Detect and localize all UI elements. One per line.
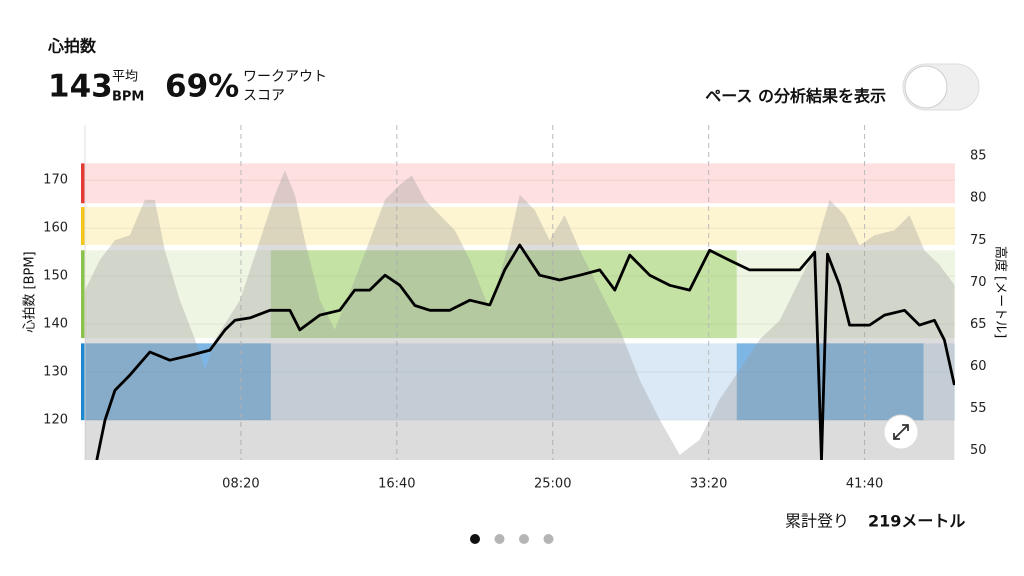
score-label: ワークアウト [243,69,327,85]
expand-button[interactable] [883,414,919,450]
toggle-knob [904,65,948,109]
zone-highlight [736,343,924,421]
y2-tick-label: 65 [970,317,987,332]
pager-dot [470,534,480,544]
x-tick-label: 33:20 [690,477,727,492]
zone-band [85,207,955,245]
zone-marker [81,207,85,245]
x-tick-label: 08:20 [222,477,259,492]
pager-dot [543,534,554,544]
average-unit: BPM [112,90,144,105]
toggle-switch[interactable] [902,63,980,111]
zone-marker [81,343,85,421]
footer-label: 累計登り [785,512,849,531]
x-tick-label: 41:40 [846,477,883,492]
y2-tick-label: 50 [970,443,987,458]
footer-value: 219メートル [868,512,965,531]
zone-highlight [85,343,271,421]
y-tick-label: 120 [43,413,68,428]
y2-tick-label: 60 [970,359,987,374]
y-tick-label: 170 [43,173,68,188]
toggle-label: ペース の分析結果を表示 [705,87,886,106]
y2-tick-label: 85 [970,149,987,164]
y-tick-label: 140 [43,317,68,332]
pager-dot [494,534,505,544]
zone-band [85,163,955,204]
y-tick-label: 160 [43,221,68,236]
y-tick-label: 130 [43,365,68,380]
y2-tick-label: 70 [970,275,987,290]
average-label: 平均 [112,70,138,85]
pager [470,534,554,544]
y2-axis-label: 高度 [メートル] [993,246,1009,338]
average-value: 143 [48,69,113,105]
heart-rate-line [95,243,955,460]
score-label: スコア [243,88,285,104]
x-tick-label: 16:40 [378,477,415,492]
zone-marker [81,163,85,204]
zone-marker [81,250,85,339]
score-value: 69% [165,69,239,105]
y2-tick-label: 75 [970,233,987,248]
elevation-area [85,170,955,460]
y2-tick-label: 55 [970,401,987,416]
zone-highlight [270,250,737,339]
expand-icon [893,424,909,440]
x-tick-label: 25:00 [534,477,571,492]
chart: 120 130 140 150 160 170 50 55 60 65 70 75 80 85 08:20 1… [23,125,1009,492]
plot [85,170,955,460]
pager-dot [519,534,529,544]
y-axis-label: 心拍数 [BPM] [23,251,38,332]
y2-tick-label: 80 [970,191,987,206]
section-title: 心拍数 [47,37,97,56]
y-tick-label: 150 [43,269,68,284]
